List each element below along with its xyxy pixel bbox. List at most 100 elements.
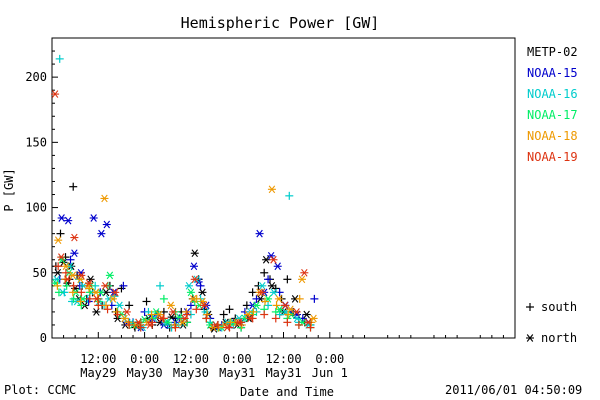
north-point <box>89 214 98 222</box>
x-tick-time: 12:00 <box>80 352 116 366</box>
north-point <box>102 220 111 229</box>
y-tick-label: 0 <box>40 331 47 345</box>
plot-frame <box>51 37 516 339</box>
north-point <box>200 301 209 310</box>
north-point <box>64 216 73 225</box>
south-point <box>56 229 65 238</box>
north-point <box>146 321 155 329</box>
south-point <box>69 281 78 290</box>
x-tick-time: 12:00 <box>265 352 301 366</box>
x-tick-date: May30 <box>127 366 163 380</box>
y-tick-label: 50 <box>33 266 47 280</box>
north-point <box>100 194 109 203</box>
north-point <box>63 275 72 284</box>
legend-north-label: north <box>541 331 577 345</box>
north-point <box>157 314 166 323</box>
north-point <box>189 262 198 271</box>
x-tick-time: 12:00 <box>173 352 209 366</box>
south-point <box>260 268 269 277</box>
south-point <box>260 310 269 319</box>
south-point <box>252 294 261 303</box>
south-point <box>225 305 234 314</box>
north-point <box>267 281 276 290</box>
north-point <box>190 275 199 284</box>
south-point <box>69 294 78 303</box>
north-point <box>246 314 255 323</box>
north-point <box>274 295 283 303</box>
south-point <box>55 54 64 63</box>
north-point <box>51 90 60 98</box>
x-tick-date: May30 <box>173 366 209 380</box>
north-point <box>267 185 276 194</box>
north-point <box>155 310 164 319</box>
x-tick-date: May31 <box>219 366 255 380</box>
south-point <box>125 301 134 310</box>
south-point <box>156 281 165 290</box>
south-point <box>119 281 128 290</box>
north-point <box>120 314 129 323</box>
legend-south-marker <box>526 303 534 311</box>
x-tick-time: 0:00 <box>130 352 159 366</box>
south-point <box>53 281 62 290</box>
north-point <box>269 255 278 264</box>
legend-series-label: NOAA-18 <box>527 129 578 143</box>
north-point <box>77 271 86 280</box>
south-point <box>68 288 77 297</box>
south-point <box>202 314 211 323</box>
north-point <box>57 253 66 261</box>
south-point <box>283 275 292 284</box>
north-point <box>190 249 199 258</box>
north-point <box>273 262 282 271</box>
north-point <box>304 318 313 327</box>
north-point <box>198 297 207 306</box>
north-point <box>178 318 187 327</box>
north-point <box>115 301 124 310</box>
north-point <box>184 281 193 290</box>
north-point <box>92 295 101 303</box>
north-point <box>198 288 207 297</box>
north-point <box>262 255 271 264</box>
south-point <box>62 281 71 290</box>
north-point <box>269 288 278 297</box>
x-tick-date: May31 <box>265 366 301 380</box>
south-point <box>54 288 63 297</box>
axis-ticks: 05010015020012:00May290:00May3012:00May3… <box>25 50 504 380</box>
north-point <box>267 251 276 260</box>
legend-series-label: NOAA-16 <box>527 87 578 101</box>
north-point <box>189 295 198 303</box>
x-tick-time: 0:00 <box>315 352 344 366</box>
north-point <box>175 313 184 321</box>
south-point <box>103 305 112 314</box>
south-point <box>285 191 294 200</box>
south-point <box>171 323 180 332</box>
south-point <box>264 275 273 284</box>
north-point <box>53 268 62 277</box>
north-point <box>169 308 178 316</box>
legend-series-label: NOAA-15 <box>527 66 578 80</box>
north-point <box>108 295 117 303</box>
north-point <box>54 236 63 245</box>
south-point <box>85 294 94 303</box>
north-point <box>309 314 318 323</box>
south-point <box>294 320 303 329</box>
south-point <box>271 314 280 323</box>
south-point <box>260 297 269 306</box>
north-point <box>163 318 172 327</box>
north-point <box>255 229 264 238</box>
x-tick-date: Jun 1 <box>312 366 348 380</box>
chart-title: Hemispheric Power [GW] <box>181 14 380 32</box>
north-point <box>298 275 307 284</box>
y-tick-label: 150 <box>25 135 47 149</box>
south-point <box>283 318 292 327</box>
south-point <box>219 310 228 319</box>
north-point <box>166 301 175 310</box>
south-point <box>76 297 85 306</box>
south-point <box>248 288 257 297</box>
legend: METP-02 NOAA-15 NOAA-16 NOAA-17 NOAA-18 NOAA-… <box>526 45 578 345</box>
south-point <box>61 268 70 277</box>
south-point <box>186 301 195 310</box>
south-point <box>77 301 86 310</box>
north-point <box>302 310 311 319</box>
south-point <box>69 182 78 191</box>
north-point <box>293 314 302 323</box>
